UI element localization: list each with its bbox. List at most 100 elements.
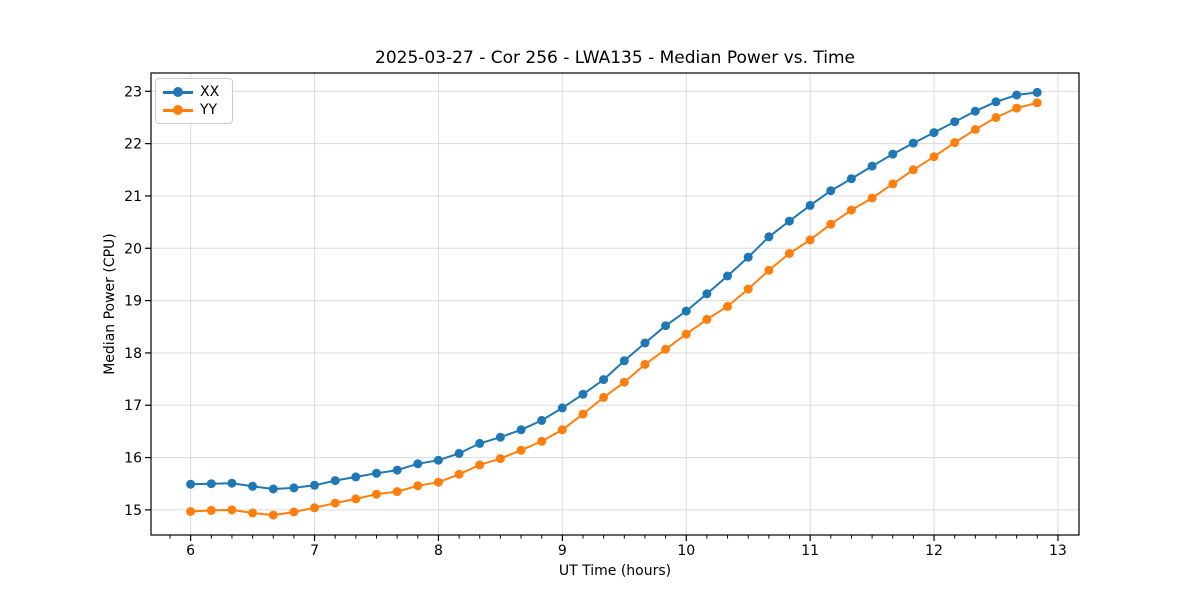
legend-line-marker-xx-icon [163, 87, 193, 97]
series-YY-marker [743, 284, 753, 294]
series-YY-marker [867, 193, 877, 203]
series-YY-marker [186, 507, 196, 516]
series-YY-marker [248, 508, 258, 518]
series-XX-marker [268, 484, 278, 494]
series-YY-marker [433, 477, 443, 487]
legend-line-marker-yy-icon [163, 105, 193, 115]
y-tick-label: 19 [124, 294, 142, 310]
series-XX-marker [764, 232, 774, 242]
legend: XX YY [155, 78, 233, 124]
series-YY-marker [227, 505, 237, 515]
y-tick-label: 23 [124, 84, 142, 100]
series-XX-marker [826, 186, 836, 196]
series-XX-marker [661, 321, 671, 331]
y-tick-label: 18 [124, 346, 142, 362]
legend-label-xx: XX [200, 84, 220, 100]
series-YY-marker [764, 265, 774, 275]
series-XX-line [190, 91, 1038, 490]
series-YY-marker [310, 503, 319, 513]
series-XX-marker [330, 476, 340, 486]
series-YY-marker [640, 359, 650, 369]
series-XX-marker [743, 252, 753, 262]
series-YY-marker [950, 138, 960, 148]
series-YY-marker [454, 469, 464, 479]
series-XX-marker [784, 216, 794, 226]
x-tick-label: 12 [925, 543, 943, 559]
series-YY-marker [557, 425, 567, 435]
series-YY-marker [206, 505, 216, 515]
series-YY-marker [723, 301, 732, 311]
series-XX-marker [619, 356, 629, 366]
series-YY-marker [330, 498, 340, 508]
series-YY-marker [702, 314, 712, 324]
series-XX-marker [867, 161, 877, 171]
series-XX-marker [929, 128, 939, 138]
series-XX-marker [723, 271, 732, 281]
x-tick-label: 8 [434, 543, 443, 559]
series-YY-marker [599, 392, 609, 402]
series-YY-marker [351, 494, 361, 504]
series-YY-marker [619, 377, 629, 387]
series-YY-marker [970, 125, 980, 134]
series-YY-marker [578, 409, 588, 419]
series-YY-marker [846, 205, 856, 215]
series-XX-marker [846, 174, 856, 184]
chart-title: 2025-03-27 - Cor 256 - LWA135 - Median P… [375, 48, 855, 68]
series-XX-marker [640, 338, 650, 348]
series-YY-marker [1012, 103, 1022, 113]
series-YY-marker [784, 249, 794, 258]
series-XX-marker [599, 375, 609, 385]
x-tick-label: 6 [186, 543, 195, 559]
series-XX-marker [1032, 87, 1042, 97]
series-XX-marker [495, 432, 505, 442]
series-XX-marker [433, 455, 443, 465]
series-YY-marker [888, 179, 898, 189]
series-XX-marker [888, 149, 898, 159]
series-YY-marker [413, 481, 423, 491]
series-XX-marker [186, 479, 196, 489]
y-tick-label: 20 [124, 241, 142, 257]
series-YY-marker [516, 445, 526, 455]
series-YY-marker [908, 165, 918, 175]
x-tick-label: 13 [1049, 543, 1067, 559]
series-XX-marker [578, 389, 588, 399]
y-tick-label: 15 [124, 503, 142, 519]
y-tick-label: 21 [124, 189, 142, 205]
series-XX-marker [289, 483, 299, 493]
series-XX-marker [516, 425, 526, 435]
series-XX-marker [970, 106, 980, 116]
series-XX-marker [310, 480, 319, 490]
series-YY-line [190, 101, 1038, 517]
series-XX-marker [950, 117, 960, 127]
series-YY-marker [392, 487, 402, 497]
series-YY-marker [475, 460, 485, 470]
series-XX-marker [537, 415, 547, 425]
series-XX-marker [206, 479, 216, 489]
y-axis-label: Median Power (CPU) [102, 233, 118, 375]
series-XX-marker [372, 468, 381, 478]
series-XX-marker [454, 448, 464, 458]
x-axis-label: UT Time (hours) [558, 563, 672, 579]
series-XX-marker [805, 200, 815, 210]
series-XX-marker [557, 403, 567, 413]
series-XX-marker [392, 465, 402, 475]
series-YY-marker [289, 507, 299, 517]
series-XX-marker [991, 97, 1001, 107]
legend-item-xx: XX [163, 85, 225, 99]
y-tick-label: 17 [124, 398, 142, 414]
series-YY-marker [805, 235, 815, 245]
series-XX-marker [227, 478, 237, 488]
x-tick-label: 7 [310, 543, 319, 559]
series-YY-marker [681, 329, 691, 339]
series-XX-marker [908, 138, 918, 148]
series-XX-marker [681, 306, 691, 316]
series-YY-marker [1032, 98, 1042, 108]
x-tick-label: 9 [558, 543, 567, 559]
series-XX-marker [702, 289, 712, 299]
x-tick-label: 10 [677, 543, 695, 559]
series-XX-marker [1012, 90, 1022, 100]
plot-border [150, 72, 1080, 536]
series-YY-marker [495, 454, 505, 464]
